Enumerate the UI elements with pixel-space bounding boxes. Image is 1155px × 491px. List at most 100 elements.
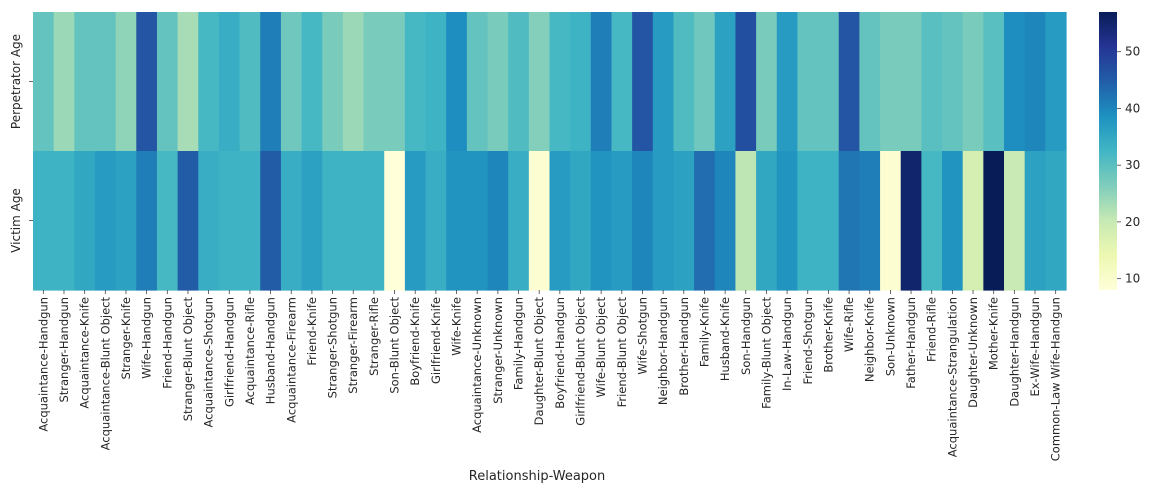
column-label: Stranger-Shotgun (326, 297, 340, 398)
heatmap-cell (528, 12, 551, 152)
heatmap-cell (487, 151, 509, 291)
heatmap-cell (198, 151, 220, 291)
heatmap-cell (239, 12, 261, 152)
column-label: Ex-Wife-Handgun (1028, 297, 1042, 397)
heatmap-cell (714, 151, 737, 291)
heatmap-cell (570, 151, 592, 291)
heatmap-cell (590, 151, 613, 291)
column-label: Husband-Handgun (264, 297, 278, 404)
heatmap-cell (1024, 151, 1046, 291)
colorbar-tick-label: 40 (1125, 101, 1140, 115)
heatmap-cell (983, 12, 1005, 152)
heatmap-cell (53, 151, 75, 291)
column-label: Family-Blunt Object (759, 297, 773, 409)
heatmap-cell (260, 151, 282, 291)
column-label: Boyfriend-Handgun (553, 297, 567, 409)
heatmap-cell (280, 12, 303, 152)
column-label: Neighbor-Knife (863, 297, 877, 382)
heatmap-cell (694, 151, 716, 291)
heatmap-cell (218, 12, 241, 152)
column-label: Stranger-Handgun (57, 297, 71, 403)
heatmap-cell (590, 12, 613, 152)
heatmap-cell (1024, 12, 1046, 152)
heatmap-cell (487, 12, 509, 152)
heatmap-cell (756, 12, 778, 152)
column-label: In-Law-Handgun (780, 297, 794, 391)
heatmap-cell (301, 151, 323, 291)
column-label: Acquaintance-Knife (78, 297, 92, 409)
column-label: Wife-Shotgun (635, 297, 649, 375)
heatmap-cell (838, 12, 860, 152)
heatmap-cell (611, 12, 633, 152)
colorbar-tick-label: 30 (1125, 158, 1140, 172)
heatmap-cell (714, 12, 737, 152)
heatmap-cell (363, 151, 385, 291)
colorbar-tick-label: 10 (1125, 272, 1140, 286)
column-label: Stranger-Rifle (367, 297, 381, 376)
column-label: Stranger-Unknown (491, 297, 505, 404)
heatmap-cell (756, 151, 778, 291)
heatmap-cell (673, 12, 695, 152)
column-label: Friend-Blunt Object (615, 297, 629, 408)
heatmap-cell (404, 151, 427, 291)
heatmap-cell (900, 12, 922, 152)
column-label: Friend-Handgun (160, 297, 174, 389)
column-label: Son-Unknown (883, 297, 897, 376)
heatmap-cell (652, 12, 675, 152)
heatmap-cell (528, 151, 551, 291)
colorbar-tick-label: 20 (1125, 215, 1140, 229)
heatmap-cell (797, 12, 819, 152)
heatmap-cell (156, 151, 179, 291)
heatmap-cell (404, 12, 427, 152)
column-label: Brother-Handgun (677, 297, 691, 396)
column-label: Friend-Knife (305, 297, 319, 366)
heatmap-cell (508, 12, 530, 152)
heatmap-cell (94, 12, 117, 152)
colorbar-tick-label: 50 (1125, 45, 1140, 59)
column-label: Family-Knife (697, 297, 711, 367)
heatmap-cells (33, 12, 1067, 291)
heatmap-cell (280, 151, 303, 291)
heatmap-cell (508, 151, 530, 291)
column-label: Girlfriend-Handgun (222, 297, 236, 407)
column-label: Acquaintance-Handgun (36, 297, 50, 432)
column-label: Acquaintance-Strangulation (945, 297, 959, 457)
heatmap-cell (342, 12, 365, 152)
heatmap-cell (859, 151, 881, 291)
column-label: Daughter-Unknown (966, 297, 980, 408)
heatmap-cell (962, 12, 984, 152)
column-label: Husband-Knife (718, 297, 732, 381)
column-label: Family-Handgun (512, 297, 526, 390)
heatmap-cell (33, 151, 55, 291)
heatmap-cell (115, 12, 137, 152)
heatmap-cell (363, 12, 385, 152)
column-label: Friend-Shotgun (801, 297, 815, 385)
heatmap-cell (177, 12, 199, 152)
heatmap-cell (136, 12, 158, 152)
heatmap-cell (1045, 12, 1067, 152)
heatmap-cell (322, 12, 344, 152)
column-label: Daughter-Blunt Object (532, 297, 546, 426)
column-label: Acquaintance-Unknown (470, 297, 484, 433)
heatmap-cell (384, 151, 406, 291)
heatmap-cell (115, 151, 137, 291)
column-label: Stranger-Firearm (346, 297, 360, 394)
heatmap-cell (797, 151, 819, 291)
row-label: Perpetrator Age (9, 34, 23, 129)
heatmap-cell (425, 151, 447, 291)
heatmap-cell (570, 12, 592, 152)
column-label: Father-Handgun (904, 297, 918, 389)
column-label: Wife-Knife (450, 297, 464, 356)
heatmap-cell (384, 12, 406, 152)
heatmap-cell (301, 12, 323, 152)
column-label: Wife-Blunt Object (594, 297, 608, 398)
heatmap-cell (880, 151, 902, 291)
heatmap-cell (260, 12, 282, 152)
heatmap-cell (156, 12, 179, 152)
heatmap-cell (1004, 151, 1026, 291)
column-label: Brother-Knife (821, 297, 835, 373)
heatmap-cell (549, 12, 571, 152)
column-label: Friend-Rifle (925, 297, 939, 362)
row-label: Victim Age (9, 188, 23, 253)
column-label: Boyfriend-Knife (408, 297, 422, 386)
